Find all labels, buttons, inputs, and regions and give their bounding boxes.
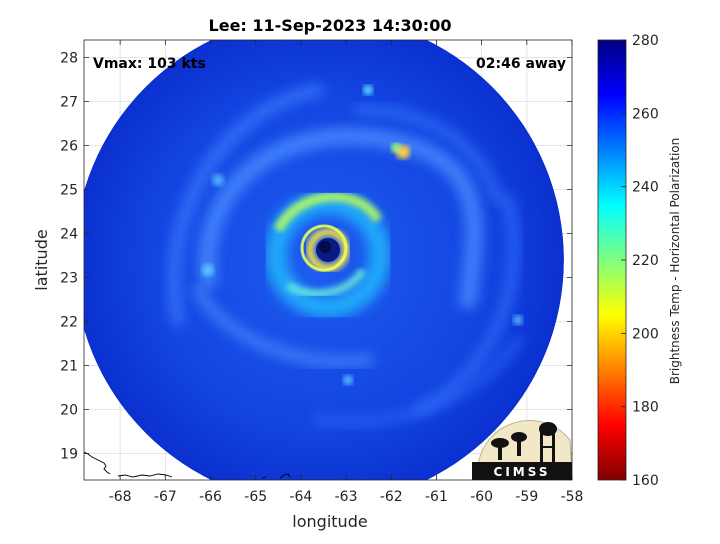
rainband: [313, 335, 523, 427]
x-tick-label: -68: [109, 489, 132, 505]
y-tick-label: 23: [60, 271, 78, 287]
y-tick-label: 28: [60, 51, 78, 67]
convective-cell: [363, 85, 373, 95]
colorbar-tick-label: 220: [632, 253, 659, 269]
swath-features: [167, 83, 523, 427]
x-tick-label: -62: [380, 489, 403, 505]
x-axis-label: longitude: [292, 512, 367, 531]
x-tick-label: -64: [289, 489, 312, 505]
cimss-logo: CIMSS: [472, 420, 572, 480]
storm-eye-core: [319, 241, 331, 253]
y-axis-label: latitude: [32, 229, 51, 290]
swath-disk: [84, 40, 564, 480]
vmax-annotation: Vmax: 103 kts: [93, 56, 206, 72]
coastline: [84, 451, 291, 479]
y-tick-label: 26: [60, 139, 78, 155]
inner-ring: [265, 192, 391, 318]
x-tick-labels: -68 -67 -66 -65 -64 -63 -62 -61 -60 -59 -58: [109, 489, 584, 505]
x-tick-label: -61: [425, 489, 448, 505]
colorbar-tick-label: 180: [632, 400, 659, 416]
y-tick-label: 22: [60, 315, 78, 331]
axes-frame: [83, 39, 573, 481]
y-tick-label: 20: [60, 403, 78, 419]
colorbar-tick-label: 200: [632, 326, 659, 342]
colorbar-tick-labels: 160 180 200 220 240 260 280: [632, 33, 659, 489]
logo-text: CIMSS: [494, 465, 551, 479]
x-tick-label: -59: [515, 489, 538, 505]
x-tick-label: -60: [470, 489, 493, 505]
y-tick-label: 21: [60, 359, 78, 375]
eyewall-arc: [285, 267, 367, 298]
convective-cell: [202, 264, 214, 276]
y-tick-label: 25: [60, 183, 78, 199]
y-tick-label: 19: [60, 447, 78, 463]
colorbar-tick-label: 280: [632, 33, 659, 49]
y-tick-label: 27: [60, 95, 78, 111]
convective-cell: [212, 174, 224, 186]
colorbar-label: Brightness Temp - Horizontal Polarizatio…: [668, 138, 682, 385]
colorbar-tick-label: 240: [632, 180, 659, 196]
eyewall-edge: [300, 224, 348, 272]
convective-cell: [513, 315, 523, 325]
eyewall-arc: [273, 191, 383, 233]
convective-cell: [343, 375, 353, 385]
y-tick-label: 24: [60, 227, 78, 243]
x-tick-label: -66: [199, 489, 222, 505]
rainband: [198, 127, 484, 309]
y-tick-labels: 19 20 21 22 23 24 25 26 27 28: [60, 51, 78, 463]
colorbar-tick-label: 160: [632, 473, 659, 489]
time-away-annotation: 02:46 away: [476, 56, 566, 72]
chart-title: Lee: 11-Sep-2023 14:30:00: [209, 16, 452, 35]
x-tick-label: -65: [244, 489, 267, 505]
rainband: [167, 83, 325, 327]
x-tick-label: -63: [335, 489, 358, 505]
convective-cell: [391, 143, 401, 153]
colorbar-tick-label: 260: [632, 106, 659, 122]
rainband: [412, 194, 520, 416]
swath-layer: [84, 40, 564, 480]
colorbar-ticks: [621, 39, 626, 481]
x-tick-label: -67: [154, 489, 177, 505]
rainband: [192, 284, 374, 368]
x-tick-label: -58: [561, 489, 584, 505]
rainband: [353, 105, 503, 205]
